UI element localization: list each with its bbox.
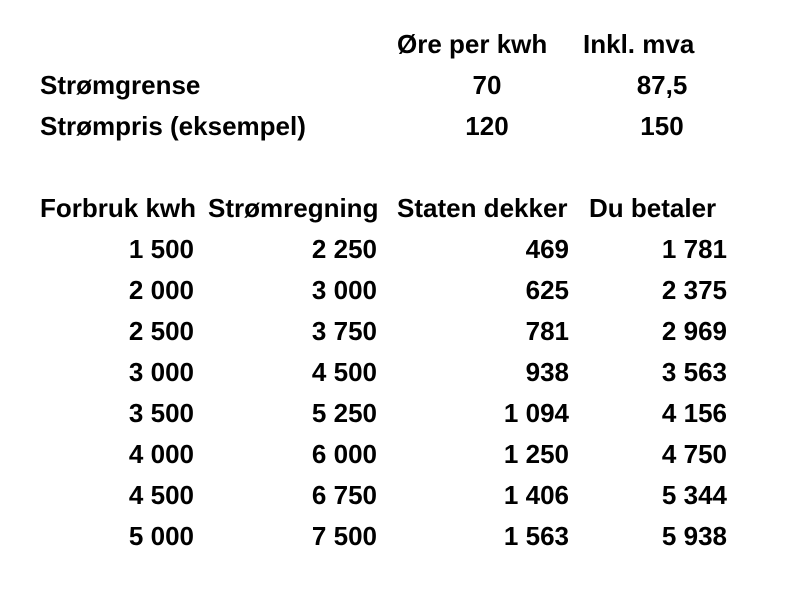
table-cell: 3 563: [661, 357, 727, 387]
table-cell: 1 781: [661, 234, 727, 264]
table-cell: 469: [525, 234, 569, 264]
table-cell: 3 750: [311, 316, 377, 346]
table-cell: 7 500: [311, 521, 377, 551]
table-cell: 5 938: [661, 521, 727, 551]
table-cell: 4 500: [311, 357, 377, 387]
table-cell: 2 500: [128, 316, 194, 346]
table-cell: 1 500: [128, 234, 194, 264]
table-cell: 3 000: [128, 357, 194, 387]
consumption-table: Forbruk kwh Strømregning Staten dekker D…: [40, 188, 741, 557]
spacer-cell: [40, 24, 391, 65]
rate-value: 70: [472, 70, 502, 100]
column-header-stromregning: Strømregning: [208, 193, 379, 223]
table-cell: 4 156: [661, 398, 727, 428]
rate-value: 87,5: [636, 70, 688, 100]
table-cell: 5 000: [128, 521, 194, 551]
table-cell: 781: [525, 316, 569, 346]
rates-table: Øre per kwh Inkl. mva Strømgrense 70 87,…: [40, 24, 741, 147]
table-cell: 6 000: [311, 439, 377, 469]
rate-value: 120: [465, 111, 509, 141]
rate-row-label-strompris: Strømpris (eksempel): [40, 111, 306, 141]
column-header-du-betaler: Du betaler: [589, 193, 717, 223]
column-header-inkl-mva: Inkl. mva: [583, 29, 695, 59]
table-cell: 5 250: [311, 398, 377, 428]
column-header-ore-per-kwh: Øre per kwh: [397, 29, 548, 59]
table-cell: 2 000: [128, 275, 194, 305]
table-cell: 3 500: [128, 398, 194, 428]
table-cell: 5 344: [661, 480, 727, 510]
table-cell: 4 500: [128, 480, 194, 510]
table-cell: 625: [525, 275, 569, 305]
table-cell: 2 375: [661, 275, 727, 305]
table-cell: 1 406: [503, 480, 569, 510]
table-cell: 3 000: [311, 275, 377, 305]
table-cell: 2 250: [311, 234, 377, 264]
table-cell: 4 750: [661, 439, 727, 469]
table-cell: 2 969: [661, 316, 727, 346]
table-cell: 1 250: [503, 439, 569, 469]
column-header-staten-dekker: Staten dekker: [397, 193, 568, 223]
table-cell: 4 000: [128, 439, 194, 469]
table-cell: 1 563: [503, 521, 569, 551]
rate-value: 150: [640, 111, 684, 141]
table-cell: 6 750: [311, 480, 377, 510]
column-header-forbruk-kwh: Forbruk kwh: [40, 193, 197, 223]
rate-row-label-stromgrense: Strømgrense: [40, 70, 201, 100]
table-cell: 1 094: [503, 398, 569, 428]
table-cell: 938: [525, 357, 569, 387]
